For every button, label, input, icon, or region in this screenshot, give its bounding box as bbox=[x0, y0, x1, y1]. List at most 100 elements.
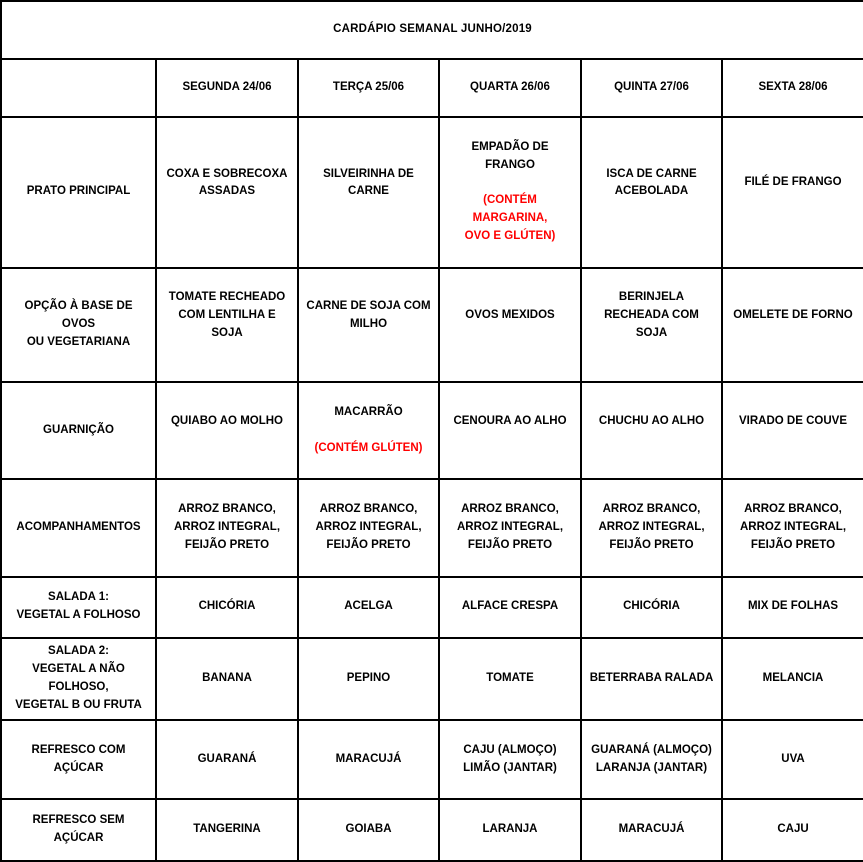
menu-cell: COXA E SOBRECOXA ASSADAS bbox=[155, 116, 299, 269]
menu-cell: ALFACE CRESPA bbox=[438, 575, 582, 639]
menu-cell: BERINJELA RECHEADA COM SOJA bbox=[580, 266, 723, 384]
table-row: SALADA 1: VEGETAL A FOLHOSO CHICÓRIA ACE… bbox=[0, 575, 863, 639]
cell-text: ARROZ BRANCO, ARROZ INTEGRAL, FEIJÃO PRE… bbox=[739, 503, 847, 551]
menu-cell: FILÉ DE FRANGO bbox=[721, 116, 863, 269]
cell-text: TOMATE bbox=[486, 672, 534, 685]
menu-cell: MARACUJÁ bbox=[580, 798, 723, 862]
menu-cell: PEPINO bbox=[297, 636, 440, 721]
cell-text: CENOURA AO ALHO bbox=[453, 415, 567, 428]
cell-text: FILÉ DE FRANGO bbox=[744, 176, 842, 189]
table-row: ACOMPANHAMENTOS ARROZ BRANCO, ARROZ INTE… bbox=[0, 478, 863, 578]
menu-cell: MARACUJÁ bbox=[297, 718, 440, 801]
row-label: REFRESCO COM AÇÚCAR bbox=[0, 718, 157, 801]
cell-text: CHICÓRIA bbox=[623, 600, 680, 613]
menu-cell: VIRADO DE COUVE bbox=[721, 381, 863, 481]
menu-cell: TANGERINA bbox=[155, 798, 299, 862]
cell-text: CARNE DE SOJA COM MILHO bbox=[306, 300, 431, 331]
cell-text: PEPINO bbox=[346, 672, 391, 685]
menu-cell: ARROZ BRANCO, ARROZ INTEGRAL, FEIJÃO PRE… bbox=[297, 478, 440, 578]
cell-text: GUARANÁ bbox=[197, 752, 257, 765]
menu-cell: ARROZ BRANCO, ARROZ INTEGRAL, FEIJÃO PRE… bbox=[155, 478, 299, 578]
menu-cell: ACELGA bbox=[297, 575, 440, 639]
menu-cell: GUARANÁ bbox=[155, 718, 299, 801]
menu-cell: CAJU bbox=[721, 798, 863, 862]
day-header-tuesday: TERÇA 25/06 bbox=[297, 58, 440, 118]
day-header-wednesday: QUARTA 26/06 bbox=[438, 58, 582, 118]
day-header-monday: SEGUNDA 24/06 bbox=[155, 58, 299, 118]
cell-allergen-note: (CONTÉM GLÚTEN) bbox=[314, 441, 423, 454]
menu-cell: UVA bbox=[721, 718, 863, 801]
menu-cell: TOMATE bbox=[438, 636, 582, 721]
menu-cell: GOIABA bbox=[297, 798, 440, 862]
cell-text: ARROZ BRANCO, ARROZ INTEGRAL, FEIJÃO PRE… bbox=[598, 503, 705, 551]
cell-text: TANGERINA bbox=[193, 823, 261, 835]
cell-text: SILVEIRINHA DE CARNE bbox=[323, 167, 414, 198]
menu-cell: BANANA bbox=[155, 636, 299, 721]
menu-cell: ARROZ BRANCO, ARROZ INTEGRAL, FEIJÃO PRE… bbox=[721, 478, 863, 578]
row-label: PRATO PRINCIPAL bbox=[0, 116, 157, 269]
cell-text: ARROZ BRANCO, ARROZ INTEGRAL, FEIJÃO PRE… bbox=[173, 503, 281, 551]
cell-text: EMPADÃO DE FRANGO bbox=[471, 140, 549, 171]
cell-text: LARANJA bbox=[482, 823, 538, 835]
row-label: REFRESCO SEM AÇÚCAR bbox=[0, 798, 157, 862]
row-label: OPÇÃO À BASE DE OVOS OU VEGETARIANA bbox=[0, 266, 157, 384]
cell-text: VIRADO DE COUVE bbox=[739, 415, 847, 428]
cell-text: ISCA DE CARNE ACEBOLADA bbox=[606, 167, 697, 198]
cell-text: CAJU bbox=[777, 823, 809, 835]
menu-cell: ARROZ BRANCO, ARROZ INTEGRAL, FEIJÃO PRE… bbox=[580, 478, 723, 578]
cell-text: ALFACE CRESPA bbox=[461, 600, 559, 613]
menu-cell: QUIABO AO MOLHO bbox=[155, 381, 299, 481]
cell-text: BERINJELA RECHEADA COM SOJA bbox=[604, 291, 699, 339]
cell-text: ARROZ BRANCO, ARROZ INTEGRAL, FEIJÃO PRE… bbox=[456, 503, 564, 551]
table-row: GUARNIÇÃO QUIABO AO MOLHO MACARRÃO (CONT… bbox=[0, 381, 863, 481]
cell-text: OMELETE DE FORNO bbox=[733, 309, 853, 322]
menu-cell: CENOURA AO ALHO bbox=[438, 381, 582, 481]
row-label: SALADA 1: VEGETAL A FOLHOSO bbox=[0, 575, 157, 639]
row-label: SALADA 2: VEGETAL A NÃO FOLHOSO, VEGETAL… bbox=[0, 636, 157, 721]
cell-text: GUARANÁ (ALMOÇO) LARANJA (JANTAR) bbox=[591, 743, 712, 774]
cell-text: CHUCHU AO ALHO bbox=[598, 415, 705, 428]
menu-cell: CHICÓRIA bbox=[155, 575, 299, 639]
day-header-friday: SEXTA 28/06 bbox=[721, 58, 863, 118]
menu-cell: MIX DE FOLHAS bbox=[721, 575, 863, 639]
table-row: OPÇÃO À BASE DE OVOS OU VEGETARIANA TOMA… bbox=[0, 266, 863, 384]
cell-text: MELANCIA bbox=[762, 672, 824, 685]
menu-cell: SILVEIRINHA DE CARNE bbox=[297, 116, 440, 269]
menu-cell: CHUCHU AO ALHO bbox=[580, 381, 723, 481]
cell-text: QUIABO AO MOLHO bbox=[170, 415, 283, 428]
menu-cell: CAJU (ALMOÇO) LIMÃO (JANTAR) bbox=[438, 718, 582, 801]
day-header-thursday: QUINTA 27/06 bbox=[580, 58, 723, 118]
cell-text: MACARRÃO bbox=[334, 406, 403, 419]
menu-cell: TOMATE RECHEADO COM LENTILHA E SOJA bbox=[155, 266, 299, 384]
cell-text: CAJU (ALMOÇO) LIMÃO (JANTAR) bbox=[463, 743, 557, 774]
cell-text: MARACUJÁ bbox=[618, 823, 685, 835]
row-label: ACOMPANHAMENTOS bbox=[0, 478, 157, 578]
cell-text: MIX DE FOLHAS bbox=[747, 600, 839, 613]
menu-cell: OMELETE DE FORNO bbox=[721, 266, 863, 384]
table-row: REFRESCO SEM AÇÚCAR TANGERINA GOIABA LAR… bbox=[0, 798, 863, 862]
menu-cell: CHICÓRIA bbox=[580, 575, 723, 639]
cell-text: OVOS MEXIDOS bbox=[465, 309, 555, 322]
cell-text: BETERRABA RALADA bbox=[589, 672, 714, 685]
cell-text: UVA bbox=[781, 752, 805, 765]
menu-cell: MELANCIA bbox=[721, 636, 863, 721]
menu-cell: ISCA DE CARNE ACEBOLADA bbox=[580, 116, 723, 269]
cell-text: GOIABA bbox=[345, 823, 392, 835]
menu-cell: LARANJA bbox=[438, 798, 582, 862]
cell-allergen-note: (CONTÉM MARGARINA, OVO E GLÚTEN) bbox=[464, 194, 556, 242]
cell-text: ACELGA bbox=[344, 600, 393, 613]
menu-cell: GUARANÁ (ALMOÇO) LARANJA (JANTAR) bbox=[580, 718, 723, 801]
row-label: GUARNIÇÃO bbox=[0, 381, 157, 481]
corner-cell bbox=[0, 58, 157, 118]
menu-title: CARDÁPIO SEMANAL JUNHO/2019 bbox=[0, 0, 863, 60]
cell-text: COXA E SOBRECOXA ASSADAS bbox=[166, 167, 288, 198]
table-row: REFRESCO COM AÇÚCAR GUARANÁ MARACUJÁ CAJ… bbox=[0, 718, 863, 801]
menu-cell: BETERRABA RALADA bbox=[580, 636, 723, 721]
table-row: SALADA 2: VEGETAL A NÃO FOLHOSO, VEGETAL… bbox=[0, 636, 863, 721]
cell-text: MARACUJÁ bbox=[335, 752, 402, 765]
menu-cell: CARNE DE SOJA COM MILHO bbox=[297, 266, 440, 384]
table-row: PRATO PRINCIPAL COXA E SOBRECOXA ASSADAS… bbox=[0, 116, 863, 269]
menu-cell: OVOS MEXIDOS bbox=[438, 266, 582, 384]
cell-text: TOMATE RECHEADO COM LENTILHA E SOJA bbox=[168, 291, 286, 339]
